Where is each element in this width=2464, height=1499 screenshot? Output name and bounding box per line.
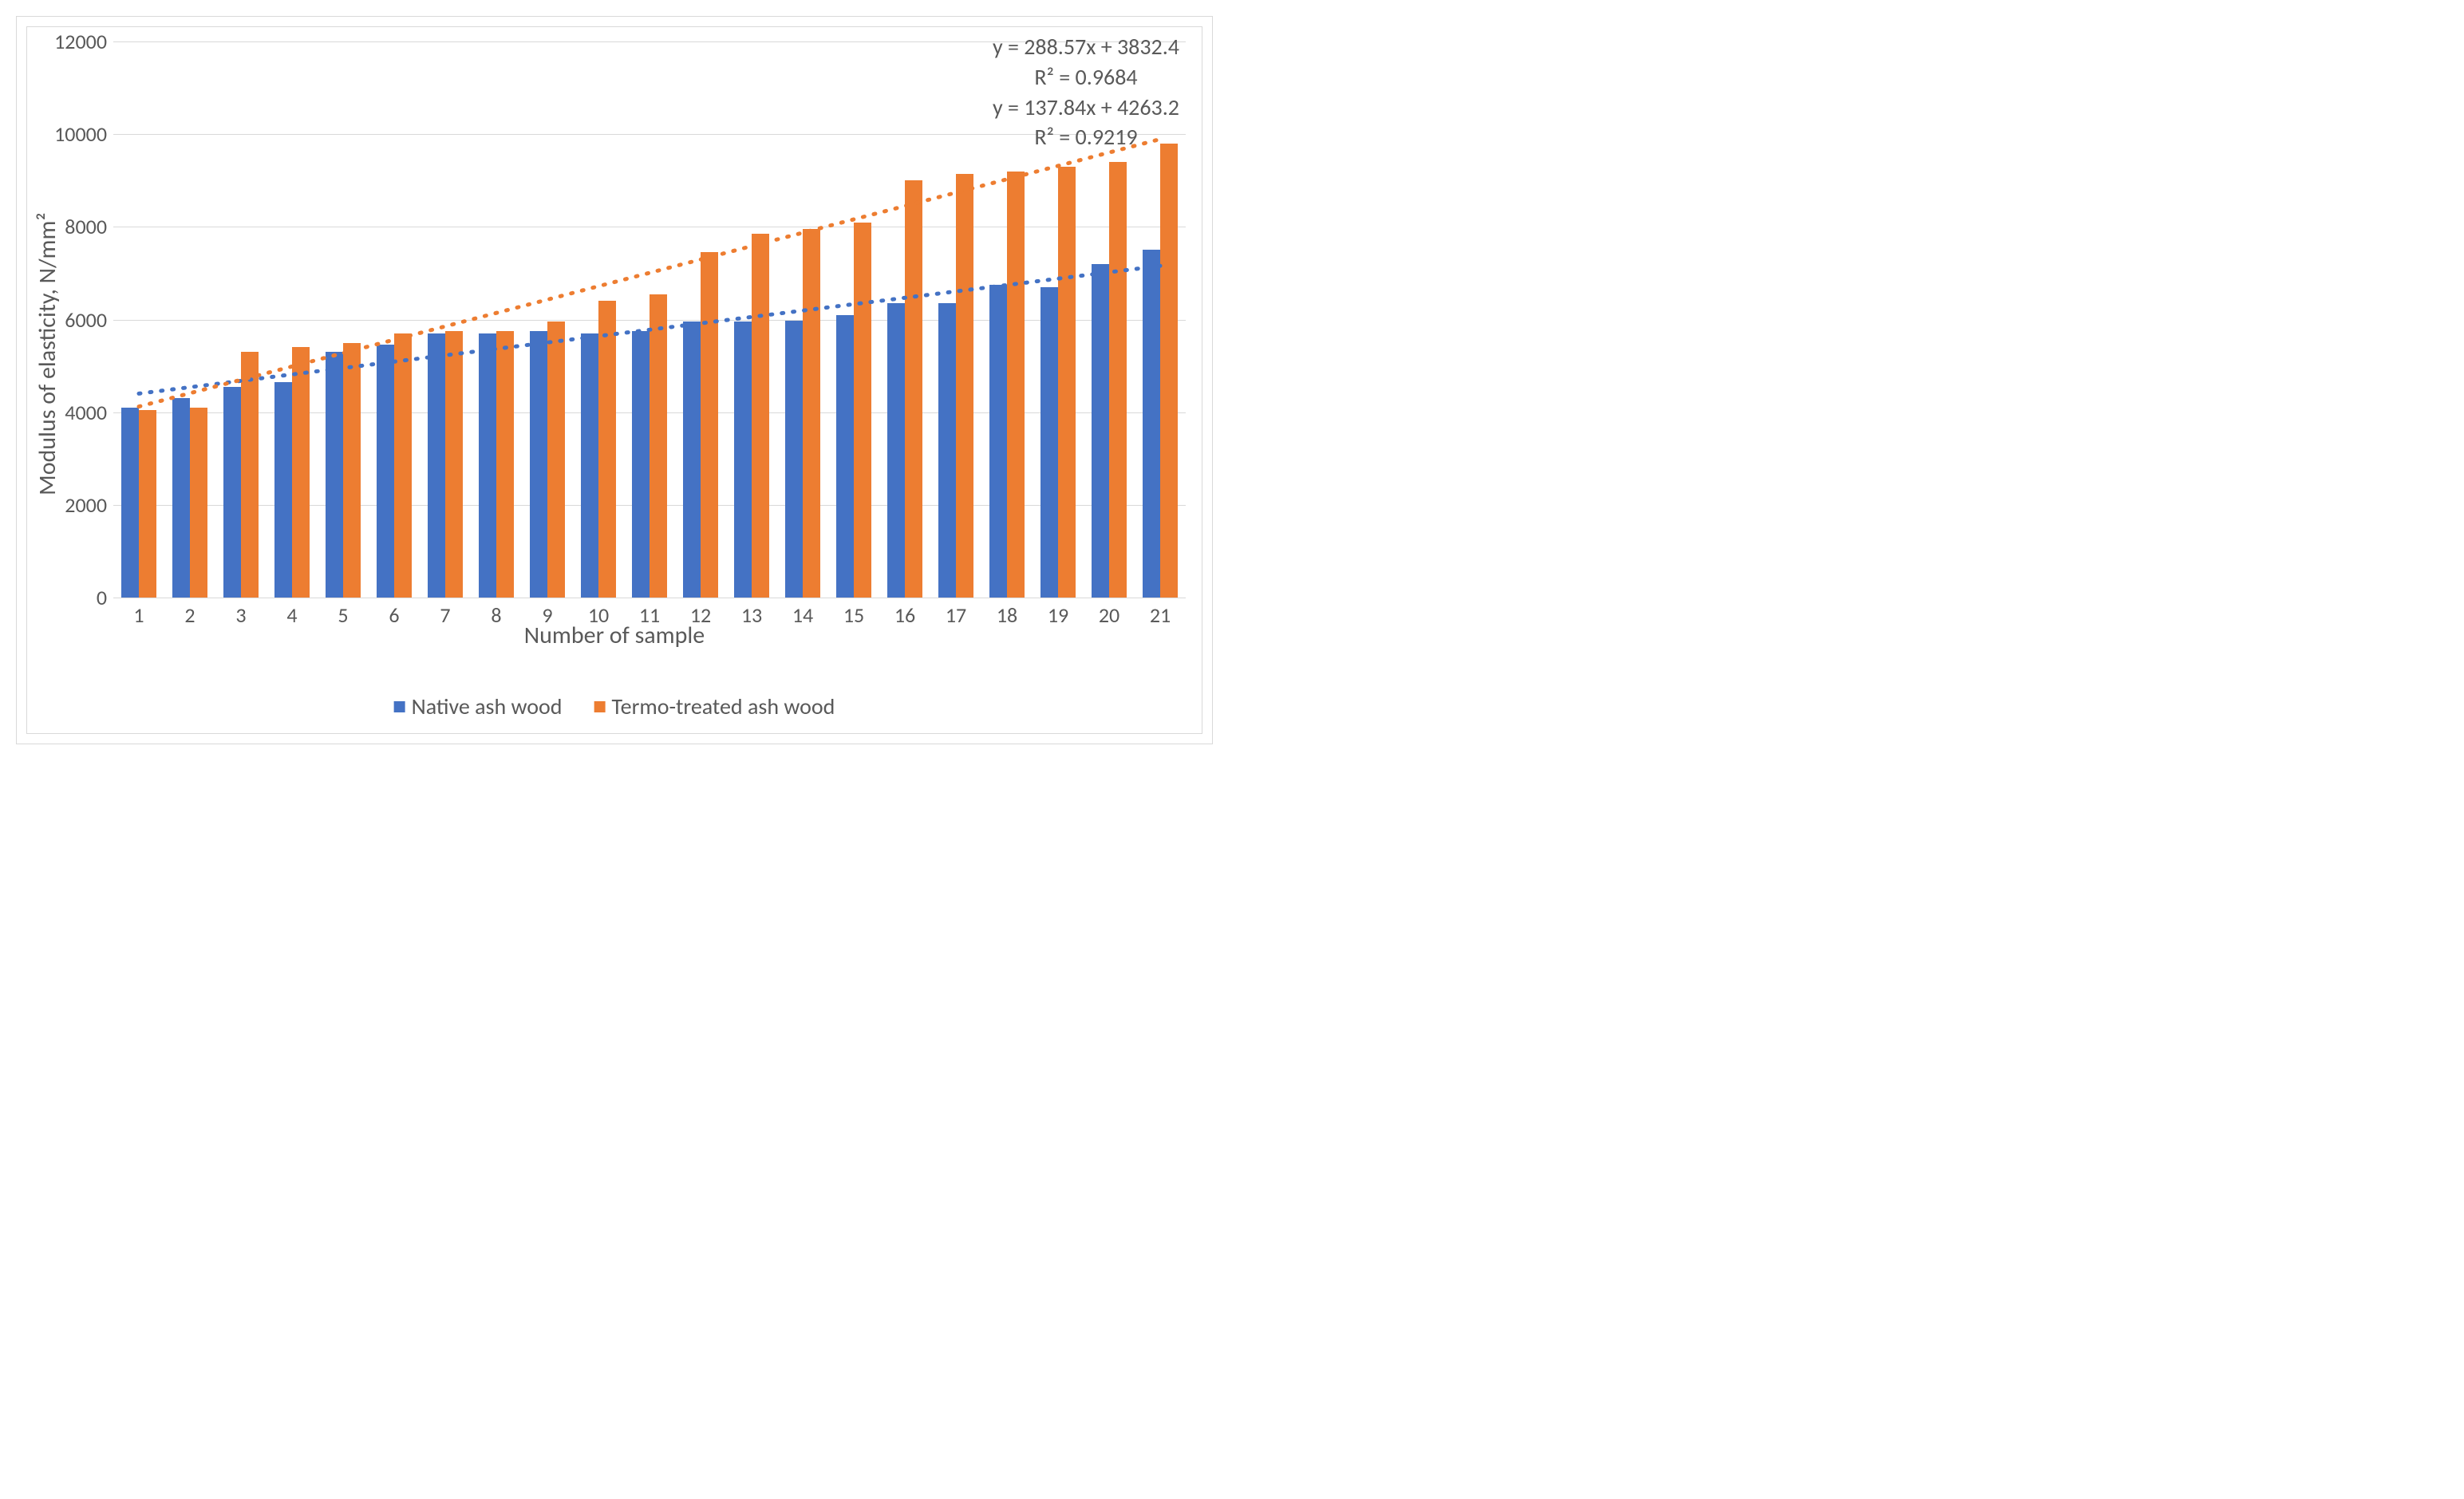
legend-swatch-termo: [594, 701, 606, 712]
bar: [938, 303, 956, 598]
bar: [1160, 144, 1178, 598]
bar: [1143, 250, 1160, 598]
bar: [905, 180, 922, 598]
x-tick-label: 18: [997, 598, 1017, 628]
bar: [547, 321, 565, 598]
bar: [292, 347, 310, 598]
chart-inner-border: 0200040006000800010000120001234567891011…: [26, 26, 1202, 734]
bar: [752, 234, 769, 598]
legend-item-termo: Termo-treated ash wood: [594, 692, 835, 720]
x-tick-label: 7: [440, 598, 450, 628]
bar: [701, 252, 718, 598]
equation-line-1: y = 288.57x + 3832.4: [993, 32, 1179, 62]
x-tick-label: 13: [741, 598, 762, 628]
bar: [274, 382, 292, 598]
x-tick-label: 17: [946, 598, 966, 628]
bar: [1040, 287, 1058, 598]
bar: [172, 398, 190, 598]
bar: [530, 331, 547, 598]
bar: [1109, 162, 1127, 598]
bar: [496, 331, 514, 598]
legend-swatch-native: [394, 701, 405, 712]
bar: [581, 333, 598, 598]
bar: [394, 333, 412, 598]
y-tick-label: 2000: [65, 492, 113, 518]
bar: [598, 301, 616, 598]
bar: [223, 387, 241, 598]
bar: [121, 408, 139, 598]
x-tick-label: 5: [338, 598, 348, 628]
y-tick-label: 8000: [65, 214, 113, 239]
bar: [854, 223, 871, 598]
x-tick-label: 15: [843, 598, 864, 628]
chart-container: 0200040006000800010000120001234567891011…: [16, 16, 1213, 744]
x-tick-label: 1: [133, 598, 144, 628]
bar: [734, 321, 752, 598]
y-tick-label: 12000: [54, 29, 113, 54]
bar: [377, 345, 394, 598]
bar: [445, 331, 463, 598]
y-tick-label: 4000: [65, 400, 113, 425]
x-tick-label: 16: [894, 598, 915, 628]
y-tick-label: 0: [97, 585, 113, 610]
bar: [241, 352, 259, 598]
bar: [836, 315, 854, 598]
bar: [989, 285, 1007, 598]
y-tick-label: 10000: [54, 121, 113, 147]
bar: [428, 333, 445, 598]
legend-label-native: Native ash wood: [412, 692, 563, 720]
trendline-equations: y = 288.57x + 3832.4 R² = 0.9684 y = 137…: [993, 32, 1179, 152]
bar: [887, 303, 905, 598]
legend: Native ash wood Termo-treated ash wood: [394, 692, 835, 720]
bar: [1007, 172, 1025, 598]
x-tick-label: 19: [1048, 598, 1068, 628]
equation-line-3: y = 137.84x + 4263.2: [993, 93, 1179, 123]
x-tick-label: 14: [792, 598, 813, 628]
bar: [803, 229, 820, 598]
bar: [1058, 167, 1076, 598]
x-tick-label: 2: [184, 598, 195, 628]
bar: [190, 408, 207, 598]
equation-line-4: R² = 0.9219: [993, 122, 1179, 152]
x-tick-label: 3: [235, 598, 246, 628]
bar: [343, 343, 361, 598]
bar: [139, 410, 156, 598]
bar: [785, 321, 803, 598]
x-tick-label: 6: [389, 598, 399, 628]
bar: [632, 331, 650, 598]
bar: [479, 333, 496, 598]
legend-item-native: Native ash wood: [394, 692, 563, 720]
x-tick-label: 8: [491, 598, 501, 628]
bar: [1092, 264, 1109, 598]
legend-label-termo: Termo-treated ash wood: [612, 692, 835, 720]
y-axis-title: Modulus of elasticity, N/mm²: [33, 212, 62, 495]
equation-line-2: R² = 0.9684: [993, 62, 1179, 93]
bar: [956, 174, 973, 598]
x-tick-label: 20: [1099, 598, 1119, 628]
bar: [326, 352, 343, 598]
bar: [683, 321, 701, 598]
y-tick-label: 6000: [65, 307, 113, 333]
x-tick-label: 4: [286, 598, 297, 628]
x-tick-label: 21: [1150, 598, 1171, 628]
x-axis-title: Number of sample: [524, 621, 705, 650]
bar: [650, 294, 667, 598]
